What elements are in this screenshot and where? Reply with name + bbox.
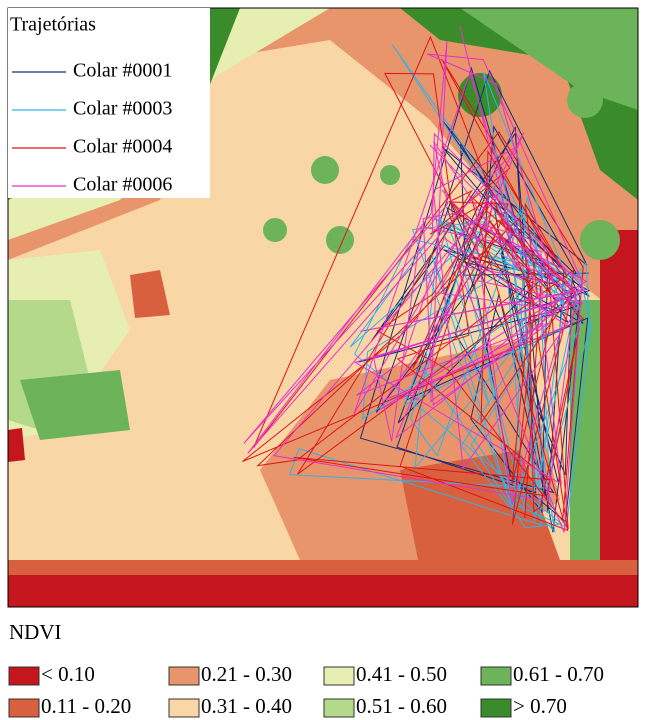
legend-label: Colar #0006 <box>73 174 172 196</box>
legend-label: Colar #0004 <box>73 136 172 158</box>
legend-label: 0.11 - 0.20 <box>41 694 131 718</box>
legend-label: 0.31 - 0.40 <box>201 694 292 718</box>
legend-title: Trajetórias <box>10 14 96 36</box>
map: Trajetórias Colar #0001 Colar #0003 Colar … <box>0 0 645 615</box>
legend-swatch <box>481 699 511 717</box>
legend-label: 0.21 - 0.30 <box>201 662 292 686</box>
legend-label: > 0.70 <box>513 694 567 718</box>
legend-swatch <box>481 667 511 685</box>
legend-swatch <box>324 667 354 685</box>
legend-label: 0.61 - 0.70 <box>513 662 604 686</box>
legend-swatch <box>9 667 39 685</box>
legend-swatch <box>169 699 199 717</box>
legend-label: < 0.10 <box>41 662 95 686</box>
trajectory-legend: Trajetórias Colar #0001 Colar #0003 Colar … <box>8 8 210 198</box>
legend-label: Colar #0001 <box>73 60 172 82</box>
legend-swatch <box>9 699 39 717</box>
page: Trajetórias Colar #0001 Colar #0003 Colar … <box>0 0 645 720</box>
ndvi-legend: < 0.10 0.11 - 0.20 0.21 - 0.30 0.31 - 0.40 0… <box>0 615 645 720</box>
legend-swatch <box>324 699 354 717</box>
legend-label: 0.51 - 0.60 <box>356 694 447 718</box>
legend-swatch <box>169 667 199 685</box>
legend-label: Colar #0003 <box>73 98 172 120</box>
legend-label: 0.41 - 0.50 <box>356 662 447 686</box>
